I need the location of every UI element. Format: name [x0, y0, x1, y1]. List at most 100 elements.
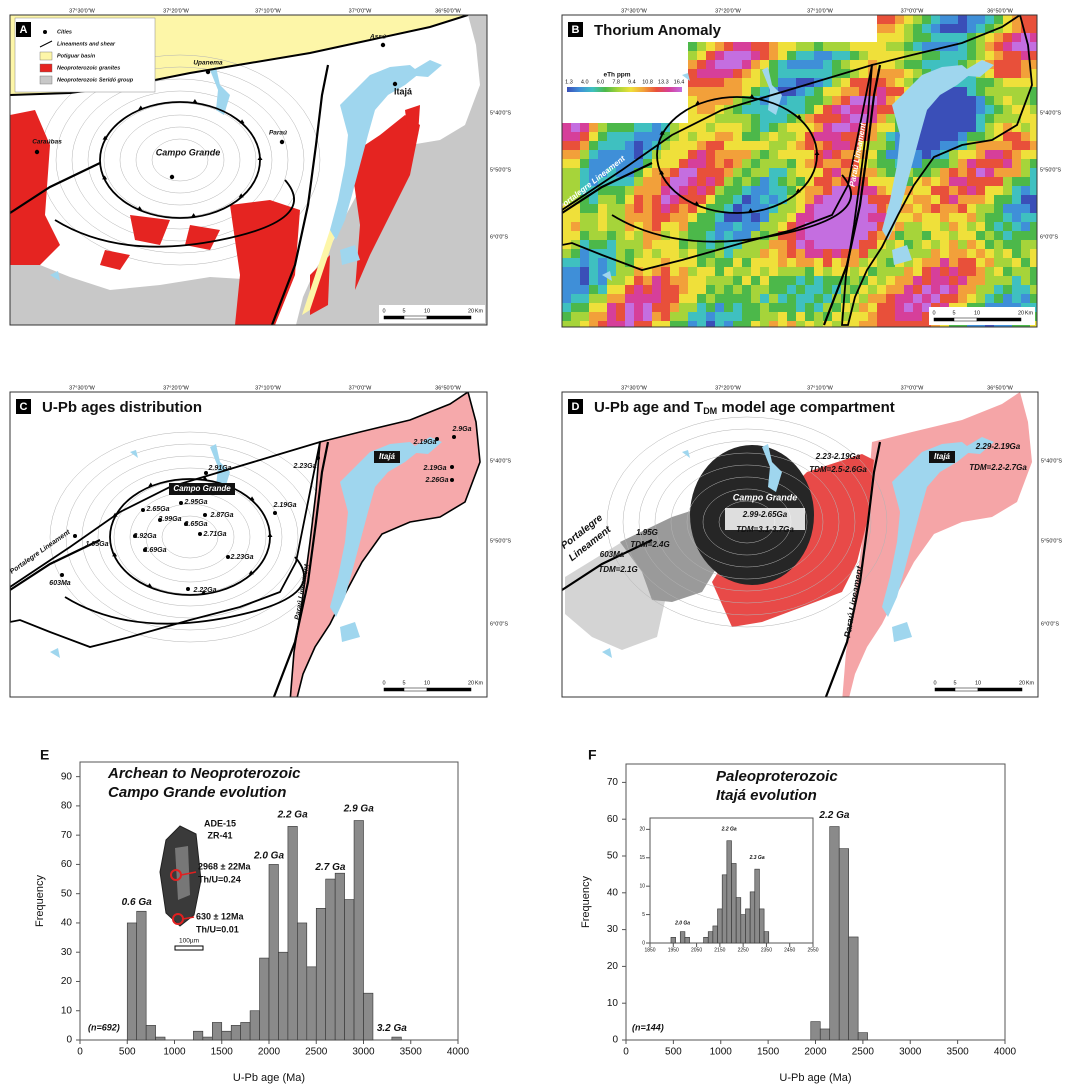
- thorium-cell: [850, 96, 859, 105]
- thorium-cell: [805, 267, 814, 276]
- thorium-cell: [607, 132, 616, 141]
- thorium-cell: [778, 285, 787, 294]
- thorium-cell: [985, 276, 994, 285]
- thorium-cell: [814, 123, 823, 132]
- scale-bar: [175, 946, 203, 950]
- thorium-cell: [931, 204, 940, 213]
- map-panel: 2.91Ga2.95Ga2.65Ga2.99Ga2.87Ga2.65Ga2.92…: [9, 385, 512, 702]
- scale-label: 10: [974, 310, 980, 316]
- thorium-cell: [616, 222, 625, 231]
- y-axis-label: Frequency: [34, 875, 46, 927]
- thorium-cell: [643, 303, 652, 312]
- thorium-cell: [967, 15, 976, 24]
- thorium-cell: [940, 249, 949, 258]
- thorium-cell: [850, 249, 859, 258]
- thorium-cell: [841, 123, 850, 132]
- thorium-cell: [1030, 33, 1039, 42]
- thorium-cell: [769, 60, 778, 69]
- thorium-cell: [922, 294, 931, 303]
- x-tick-label: 0: [77, 1047, 83, 1058]
- thorium-cell: [985, 168, 994, 177]
- thorium-cell: [769, 114, 778, 123]
- thorium-cell: [670, 321, 679, 330]
- thorium-cell: [832, 51, 841, 60]
- thorium-cell: [706, 177, 715, 186]
- thorium-cell: [886, 240, 895, 249]
- thorium-cell: [571, 123, 580, 132]
- thorium-cell: [679, 222, 688, 231]
- thorium-cell: [769, 132, 778, 141]
- thorium-cell: [850, 42, 859, 51]
- thorium-cell: [562, 267, 571, 276]
- panel-letter: C: [20, 401, 28, 413]
- scale-label: 5: [953, 680, 956, 686]
- thorium-cell: [697, 123, 706, 132]
- scale-label: Km: [1025, 310, 1034, 316]
- latitude-label: 6°0'0"S: [490, 234, 508, 240]
- bar: [345, 900, 354, 1040]
- compartment-tdm: TDM=2.4G: [630, 540, 669, 549]
- thorium-cell: [697, 177, 706, 186]
- thorium-cell: [886, 312, 895, 321]
- thorium-cell: [733, 168, 742, 177]
- thorium-cell: [580, 168, 589, 177]
- thorium-cell: [1012, 105, 1021, 114]
- thorium-cell: [670, 159, 679, 168]
- thorium-cell: [877, 132, 886, 141]
- thorium-cell: [994, 150, 1003, 159]
- age-label: 2.19Ga: [423, 465, 447, 472]
- thorium-cell: [985, 195, 994, 204]
- thorium-cell: [985, 213, 994, 222]
- thorium-cell: [1003, 186, 1012, 195]
- thorium-cell: [922, 24, 931, 33]
- thorium-cell: [922, 240, 931, 249]
- thorium-cell: [940, 123, 949, 132]
- peak-label: 2.7 Ga: [314, 862, 345, 873]
- thorium-cell: [1003, 78, 1012, 87]
- thorium-cell: [679, 159, 688, 168]
- chart-title: Archean to Neoproterozoic: [107, 765, 301, 782]
- thorium-cell: [697, 186, 706, 195]
- thorium-cell: [733, 231, 742, 240]
- age-label: 2.65Ga: [184, 521, 208, 528]
- thorium-cell: [562, 222, 571, 231]
- x-tick-label: 2500: [852, 1047, 875, 1058]
- place-label: Itajá: [394, 86, 413, 96]
- thorium-cell: [751, 141, 760, 150]
- thorium-cell: [832, 267, 841, 276]
- thorium-cell: [832, 78, 841, 87]
- compartment-tdm: TDM=2.5-2.6Ga: [809, 465, 867, 474]
- thorium-cell: [877, 276, 886, 285]
- thorium-cell: [715, 132, 724, 141]
- thorium-cell: [850, 321, 859, 330]
- thorium-cell: [859, 312, 868, 321]
- thorium-cell: [778, 204, 787, 213]
- thorium-cell: [787, 204, 796, 213]
- thorium-cell: [706, 195, 715, 204]
- thorium-cell: [1021, 204, 1030, 213]
- thorium-cell: [994, 249, 1003, 258]
- thorium-cell: [706, 312, 715, 321]
- thorium-cell: [895, 267, 904, 276]
- thorium-cell: [742, 258, 751, 267]
- thorium-cell: [967, 177, 976, 186]
- y-tick-label: 50: [607, 851, 619, 862]
- thorium-cell: [931, 285, 940, 294]
- thorium-cell: [697, 159, 706, 168]
- thorium-cell: [904, 213, 913, 222]
- thorium-cell: [778, 159, 787, 168]
- thorium-cell: [643, 213, 652, 222]
- thorium-cell: [886, 168, 895, 177]
- thorium-cell: [679, 267, 688, 276]
- thorium-cell: [616, 249, 625, 258]
- thorium-cell: [697, 87, 706, 96]
- thorium-cell: [985, 15, 994, 24]
- thorium-cell: [652, 222, 661, 231]
- age-label: 2.71Ga: [203, 531, 227, 538]
- thorium-cell: [859, 303, 868, 312]
- bar: [727, 841, 732, 943]
- bar: [203, 1037, 212, 1040]
- thorium-cell: [895, 33, 904, 42]
- panel-letter: B: [572, 24, 580, 36]
- thorium-cell: [1003, 87, 1012, 96]
